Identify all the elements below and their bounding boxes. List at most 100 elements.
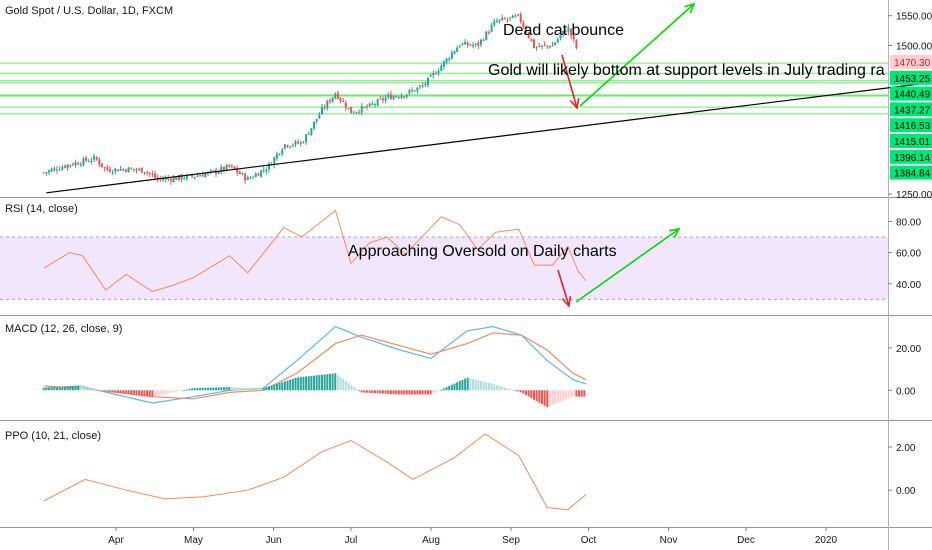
macd-histogram-bar xyxy=(297,377,300,391)
macd-histogram-bar xyxy=(434,390,437,393)
macd-histogram-bar xyxy=(350,384,353,391)
time-axis-label: Sep xyxy=(502,535,520,546)
price-badges: 1470.30 1453.25 1440.49 1437.27 1416.53 1415.… xyxy=(890,55,932,180)
candle-body xyxy=(400,95,403,99)
candle-body xyxy=(69,165,72,167)
support-price-badge xyxy=(890,55,932,69)
candle-body xyxy=(299,142,302,144)
candle-body xyxy=(556,39,559,43)
macd-histogram-bar xyxy=(214,387,217,391)
macd-histogram-bar xyxy=(580,390,583,397)
support-price-badge xyxy=(890,149,932,164)
macd-histogram-bar xyxy=(294,377,297,391)
candle-body xyxy=(167,178,170,180)
macd-histogram-bar xyxy=(172,390,175,393)
macd-histogram-bar xyxy=(527,390,530,397)
candle-body xyxy=(551,45,554,47)
macd-histogram-bar xyxy=(183,390,186,391)
candle-body xyxy=(161,179,164,181)
candle-body xyxy=(503,18,506,20)
macd-histogram-bar xyxy=(517,390,520,392)
macd-histogram-bar xyxy=(156,390,159,396)
macd-title: MACD (12, 26, close, 9) xyxy=(5,323,123,335)
candle-body xyxy=(249,177,252,179)
macd-histogram-bar xyxy=(135,390,138,395)
candle-body xyxy=(445,58,448,63)
macd-histogram-bar xyxy=(498,385,501,391)
candle-body xyxy=(302,142,305,144)
candle-body xyxy=(342,100,345,102)
macd-histogram-bar xyxy=(151,390,154,397)
candle-body xyxy=(225,164,228,170)
macd-histogram-bar xyxy=(450,384,453,391)
candle-body xyxy=(122,169,125,171)
macd-histogram-bar xyxy=(472,379,475,391)
candle-body xyxy=(572,34,575,40)
macd-histogram-bar xyxy=(278,382,281,391)
candle-body xyxy=(575,39,578,49)
candle-body xyxy=(90,160,93,162)
candle-body xyxy=(389,94,392,100)
candle-body xyxy=(74,162,77,166)
macd-histogram-bar xyxy=(416,390,419,395)
annotation-dead-cat: Dead cat bounce xyxy=(503,22,624,39)
candle-body xyxy=(85,157,88,161)
arrow-down-rsi xyxy=(557,269,570,307)
macd-histogram-bar xyxy=(55,387,58,391)
macd-histogram-bar xyxy=(283,381,286,391)
candle-body xyxy=(191,174,194,177)
candle-body xyxy=(193,176,196,178)
arrow-down-price xyxy=(561,54,578,109)
candle-body xyxy=(45,172,48,174)
macd-histogram-bar xyxy=(222,387,225,391)
candle-body xyxy=(567,27,570,33)
candle-body xyxy=(53,168,56,170)
macd-histogram-bar xyxy=(543,390,546,406)
macd-histogram-bar xyxy=(291,378,294,391)
candle-body xyxy=(222,166,225,170)
macd-histogram-bar xyxy=(562,390,565,401)
support-price-label: 1453.25 xyxy=(894,74,931,85)
candle-body xyxy=(511,15,514,19)
candle-body xyxy=(540,45,543,47)
time-axis-label: Dec xyxy=(737,535,755,546)
candle-body xyxy=(570,28,573,36)
candles-layer xyxy=(42,12,578,185)
candle-body xyxy=(220,167,223,172)
candle-body xyxy=(350,106,353,114)
support-price-label: 1415.01 xyxy=(894,137,931,148)
macd-histogram-bar xyxy=(249,387,252,391)
macd-histogram-bar xyxy=(159,390,162,395)
price-axis-label: 1250.00 xyxy=(896,190,932,201)
candle-body xyxy=(294,141,297,145)
time-axis-label: Oct xyxy=(581,535,597,546)
candle-body xyxy=(66,164,69,169)
candle-body xyxy=(328,100,331,102)
candle-body xyxy=(546,45,549,47)
rsi-title: RSI (14, close) xyxy=(5,203,78,215)
macd-histogram-bar xyxy=(244,387,247,391)
candle-body xyxy=(514,15,517,17)
macd-histogram-bar xyxy=(368,390,371,393)
macd-histogram-bar xyxy=(331,373,334,391)
macd-histogram-bar xyxy=(71,386,74,391)
macd-histogram-bar xyxy=(387,390,390,394)
candle-body xyxy=(286,145,289,147)
candle-body xyxy=(212,170,215,172)
candle-body xyxy=(254,173,257,178)
candle-body xyxy=(106,167,109,170)
macd-histogram-bar xyxy=(180,390,183,392)
candle-body xyxy=(543,44,546,46)
arrows-layer xyxy=(557,2,696,308)
chart-title: Gold Spot / U.S. Dollar, 1D, FXCM xyxy=(5,5,174,17)
candle-body xyxy=(50,169,53,172)
candle-body xyxy=(339,97,342,101)
macd-histogram-bar xyxy=(103,390,106,392)
macd-histogram-bar xyxy=(201,387,204,391)
candle-body xyxy=(373,104,376,106)
macd-histogram-bar xyxy=(413,390,416,395)
macd-histogram-bar xyxy=(440,389,443,391)
macd-histogram-bar xyxy=(169,390,172,393)
